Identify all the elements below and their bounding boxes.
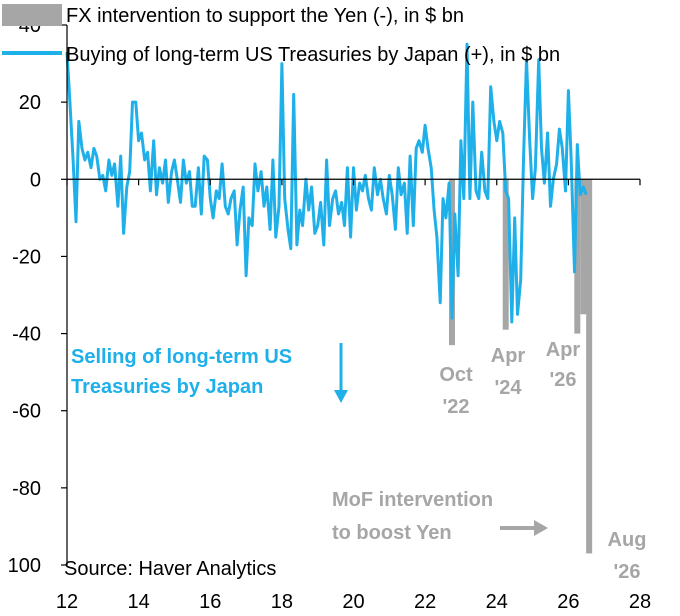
annotation-line: Oct — [439, 364, 473, 386]
annotation-line: '24 — [494, 377, 522, 399]
legend-label-treasury: Buying of long-term US Treasuries by Jap… — [66, 44, 560, 66]
x-tick-label: 12 — [56, 591, 78, 613]
y-tick-label: 0 — [30, 169, 41, 191]
annotation-aug26: Aug '26 — [608, 529, 647, 583]
annotation-line: MoF intervention — [332, 489, 493, 511]
annotation-selling: Selling of long-term US Treasuries by Jap… — [71, 346, 292, 398]
annotation-line: to boost Yen — [332, 522, 452, 544]
intervention-bar — [586, 179, 593, 554]
x-tick-label: 28 — [629, 591, 651, 613]
annotation-apr24: Apr '24 — [491, 345, 526, 399]
legend-label-intervention: FX intervention to support the Yen (-), … — [66, 5, 464, 27]
intervention-bar — [574, 179, 581, 334]
y-tick-label: 100 — [8, 555, 41, 577]
source-note: Source: Haver Analytics — [64, 558, 276, 580]
legend: FX intervention to support the Yen (-), … — [2, 4, 560, 66]
x-tick-label: 16 — [199, 591, 221, 613]
annotation-line: '26 — [613, 561, 640, 583]
y-tick-label: 20 — [19, 92, 41, 114]
annotation-line: Apr — [491, 345, 526, 367]
y-tick-label: -40 — [12, 324, 41, 346]
annotation-line: Selling of long-term US — [71, 346, 292, 368]
intervention-bar — [502, 179, 509, 330]
x-tick-label: 20 — [342, 591, 364, 613]
annotations: Selling of long-term US Treasuries by Jap… — [71, 339, 646, 583]
annotation-line: Apr — [546, 339, 581, 361]
x-tick-label: 22 — [414, 591, 436, 613]
mof-arrow-head — [534, 520, 548, 536]
annotation-mof: MoF intervention to boost Yen — [332, 489, 493, 544]
annotation-oct22: Oct '22 — [439, 364, 473, 418]
annotation-line: Treasuries by Japan — [71, 376, 263, 398]
annotation-line: Aug — [608, 529, 647, 551]
intervention-bar — [580, 179, 587, 315]
y-tick-label: -20 — [12, 246, 41, 268]
selling-arrow-head — [334, 390, 348, 403]
legend-swatch-intervention — [2, 4, 62, 26]
x-tick-label: 24 — [486, 591, 508, 613]
treasury-series-line — [65, 42, 588, 324]
annotation-line: '22 — [442, 396, 469, 418]
annotation-apr26: Apr '26 — [546, 339, 581, 391]
x-tick-label: 14 — [128, 591, 150, 613]
x-tick-label: 26 — [557, 591, 579, 613]
annotation-line: '26 — [549, 369, 576, 391]
treasury-line — [65, 42, 588, 324]
y-tick-label: -60 — [12, 401, 41, 423]
axes — [61, 24, 641, 566]
x-tick-label: 18 — [271, 591, 293, 613]
y-tick-label: -80 — [12, 478, 41, 500]
